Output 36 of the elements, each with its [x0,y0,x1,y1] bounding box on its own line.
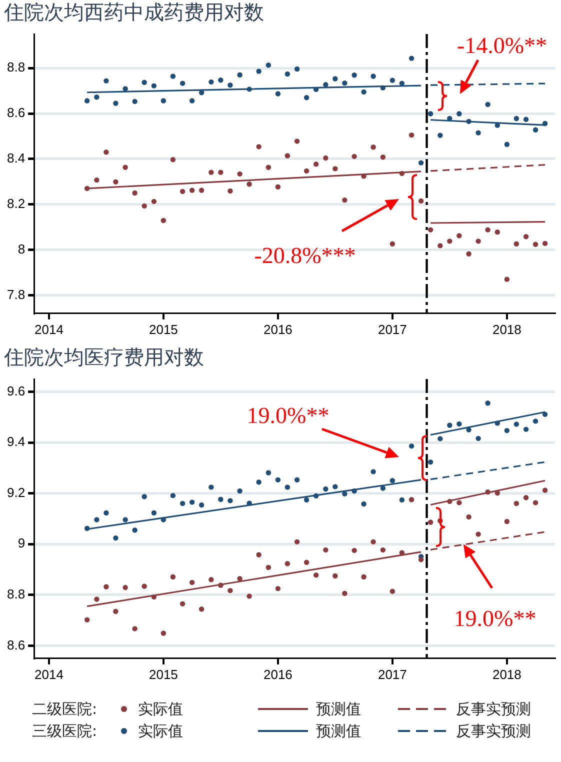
legend-label: 预测值 [316,722,361,740]
legend-label: 反事实预测 [456,700,531,718]
x-tick-label: 2015 [148,322,178,337]
y-tick-label: 9.6 [6,383,26,398]
legend-label: 预测值 [316,700,361,718]
y-tick-label: 9.2 [6,484,26,500]
legend-label: 实际值 [138,722,183,740]
x-tick-label: 2015 [148,666,178,682]
y-tick-label: 8.2 [6,196,26,211]
annotation: 19.0%** [454,606,536,632]
y-tick-label: 8.8 [6,586,26,602]
y-tick-label: 8.6 [6,105,26,120]
y-tick-label: 9.4 [6,434,26,450]
x-tick-label: 2014 [34,666,64,682]
y-tick-label: 8.8 [6,60,26,75]
legend-label: 反事实预测 [456,722,531,740]
text: 三级医院: [32,722,98,740]
x-tick-label: 2018 [492,666,522,682]
legend-label: 实际值 [138,700,183,718]
x-tick-label: 2016 [263,666,292,682]
annotation: -14.0%** [456,33,548,58]
annotation: -20.8%*** [254,243,356,268]
x-tick-label: 2014 [34,322,64,337]
y-tick-label: 8.4 [6,150,26,166]
x-tick-label: 2016 [263,322,292,337]
x-tick-label: 2017 [378,322,407,337]
text: 二级医院: [32,700,98,718]
y-tick-label: 9 [18,536,26,551]
chart-title: 住院次均医疗费用对数 [3,345,204,370]
chart-title: 住院次均西药中成药费用对数 [3,0,264,24]
y-tick-label: 8 [18,241,26,256]
x-tick-label: 2018 [492,322,522,337]
annotation: 19.0%** [246,403,330,428]
y-tick-label: 7.8 [6,286,26,302]
y-tick-label: 8.6 [6,637,26,652]
x-tick-label: 2017 [378,666,407,682]
